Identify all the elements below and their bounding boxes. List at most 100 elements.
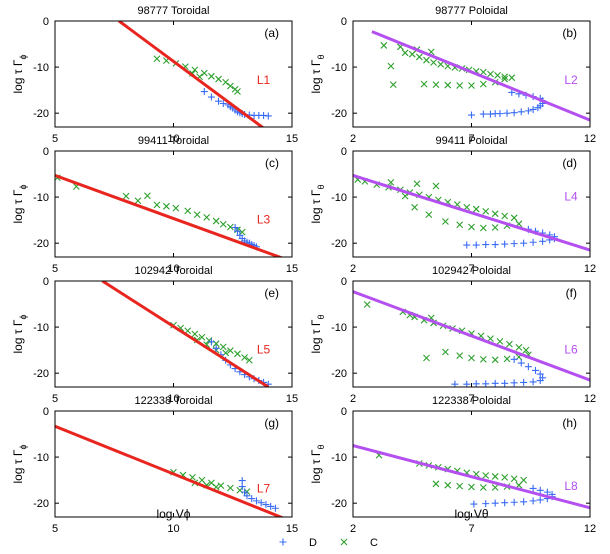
data-point-D bbox=[243, 492, 251, 500]
y-tick-label: 0 bbox=[43, 146, 49, 158]
data-point-C bbox=[444, 481, 452, 489]
data-point-C bbox=[411, 203, 419, 211]
panel-title: 98777 Poloidal bbox=[435, 5, 508, 17]
data-point-C bbox=[215, 75, 222, 83]
fit-line bbox=[353, 290, 590, 382]
data-point-C bbox=[491, 484, 499, 491]
y-tick-label: -10 bbox=[331, 62, 347, 74]
y-axis-label: log τ Γϕ bbox=[11, 184, 28, 223]
data-point-C bbox=[184, 207, 192, 215]
data-point-C bbox=[430, 59, 437, 66]
data-point-D bbox=[238, 477, 246, 485]
x-tick-label: 12 bbox=[584, 523, 596, 535]
x-tick-label: 12 bbox=[584, 133, 596, 145]
fit-line bbox=[118, 21, 265, 127]
data-point-D bbox=[241, 488, 249, 496]
y-axis-label: log τ Γθ bbox=[309, 184, 326, 223]
x-tick-label: 15 bbox=[286, 523, 298, 535]
data-point-C bbox=[191, 330, 199, 338]
data-point-C bbox=[494, 71, 501, 79]
data-point-C bbox=[432, 480, 440, 488]
y-axis-label: log τ Γϕ bbox=[11, 314, 28, 353]
data-point-C bbox=[219, 220, 227, 228]
x-tick-label: 2 bbox=[350, 393, 356, 405]
y-tick-label: -20 bbox=[331, 368, 347, 380]
data-point-C bbox=[415, 53, 423, 61]
x-tick-label: 15 bbox=[286, 393, 298, 405]
fit-line bbox=[55, 424, 285, 517]
data-point-C bbox=[172, 204, 180, 212]
panel-letter: (h) bbox=[562, 416, 577, 430]
data-point-C bbox=[193, 211, 201, 218]
data-point-C bbox=[241, 354, 248, 361]
data-point-C bbox=[468, 483, 475, 491]
fit-label: L2 bbox=[564, 73, 578, 87]
fit-label: L6 bbox=[564, 342, 578, 356]
data-point-D bbox=[529, 497, 537, 505]
data-point-C bbox=[234, 350, 241, 358]
y-tick-label: -10 bbox=[33, 452, 49, 464]
data-point-C bbox=[482, 207, 490, 215]
fit-label: L5 bbox=[257, 342, 271, 356]
data-point-C bbox=[413, 180, 421, 188]
data-point-D bbox=[267, 502, 275, 510]
data-point-C bbox=[219, 343, 227, 351]
data-point-D bbox=[501, 499, 509, 507]
x-axis-label-toroidal: log Vϕ bbox=[156, 507, 190, 521]
data-point-C bbox=[198, 333, 206, 341]
data-point-D bbox=[536, 496, 544, 504]
data-point-D bbox=[520, 498, 528, 506]
data-point-C bbox=[226, 484, 234, 492]
data-point-C bbox=[389, 81, 397, 88]
data-point-C bbox=[222, 78, 230, 86]
x-tick-label: 7 bbox=[468, 523, 474, 535]
x-tick-label: 5 bbox=[52, 133, 58, 145]
data-point-C bbox=[479, 484, 487, 491]
data-point-D bbox=[257, 499, 265, 507]
data-point-D bbox=[248, 495, 256, 503]
panel-letter: (c) bbox=[265, 156, 279, 170]
data-point-C bbox=[501, 73, 509, 81]
data-point-D bbox=[207, 93, 215, 101]
x-tick-label: 5 bbox=[52, 263, 58, 275]
data-point-C bbox=[423, 354, 430, 362]
y-tick-label: -20 bbox=[331, 108, 347, 120]
data-point-C bbox=[491, 210, 499, 218]
data-point-D bbox=[463, 241, 471, 249]
fit-label: L7 bbox=[257, 482, 271, 496]
data-point-D bbox=[536, 370, 544, 378]
data-point-D bbox=[536, 486, 544, 494]
data-point-C bbox=[153, 201, 161, 209]
data-point-D bbox=[472, 380, 480, 387]
data-point-D bbox=[252, 497, 260, 505]
data-point-C bbox=[468, 223, 475, 231]
panel-title: 122338 Toroidal bbox=[134, 395, 212, 407]
data-point-C bbox=[508, 74, 516, 82]
data-point-C bbox=[479, 355, 487, 363]
fit-label: L3 bbox=[257, 212, 271, 226]
x-tick-label: 5 bbox=[52, 523, 58, 535]
data-point-C bbox=[153, 55, 161, 63]
data-point-C bbox=[203, 213, 211, 221]
data-point-C bbox=[420, 80, 428, 88]
data-point-C bbox=[432, 182, 440, 190]
y-tick-label: 0 bbox=[43, 276, 49, 288]
y-tick-label: -20 bbox=[331, 498, 347, 510]
data-point-C bbox=[501, 473, 509, 481]
data-point-D bbox=[496, 110, 504, 118]
data-point-C bbox=[437, 60, 445, 68]
y-tick-label: 0 bbox=[341, 146, 347, 158]
data-point-D bbox=[212, 344, 220, 352]
data-point-C bbox=[387, 62, 395, 70]
data-point-C bbox=[442, 218, 449, 225]
fit-line bbox=[371, 30, 590, 122]
data-point-C bbox=[226, 347, 234, 354]
x-tick-label: 10 bbox=[167, 393, 179, 405]
fit-label: L1 bbox=[257, 73, 271, 87]
legend-marker-C bbox=[340, 538, 348, 546]
panel-a: 98777 Toroidal log τ Γϕ L1 (a) 5 10 15 0 -10 -20 bbox=[11, 5, 298, 145]
x-tick-label: 15 bbox=[286, 263, 298, 275]
data-point-D bbox=[539, 237, 547, 245]
x-tick-label: 7 bbox=[468, 263, 474, 275]
